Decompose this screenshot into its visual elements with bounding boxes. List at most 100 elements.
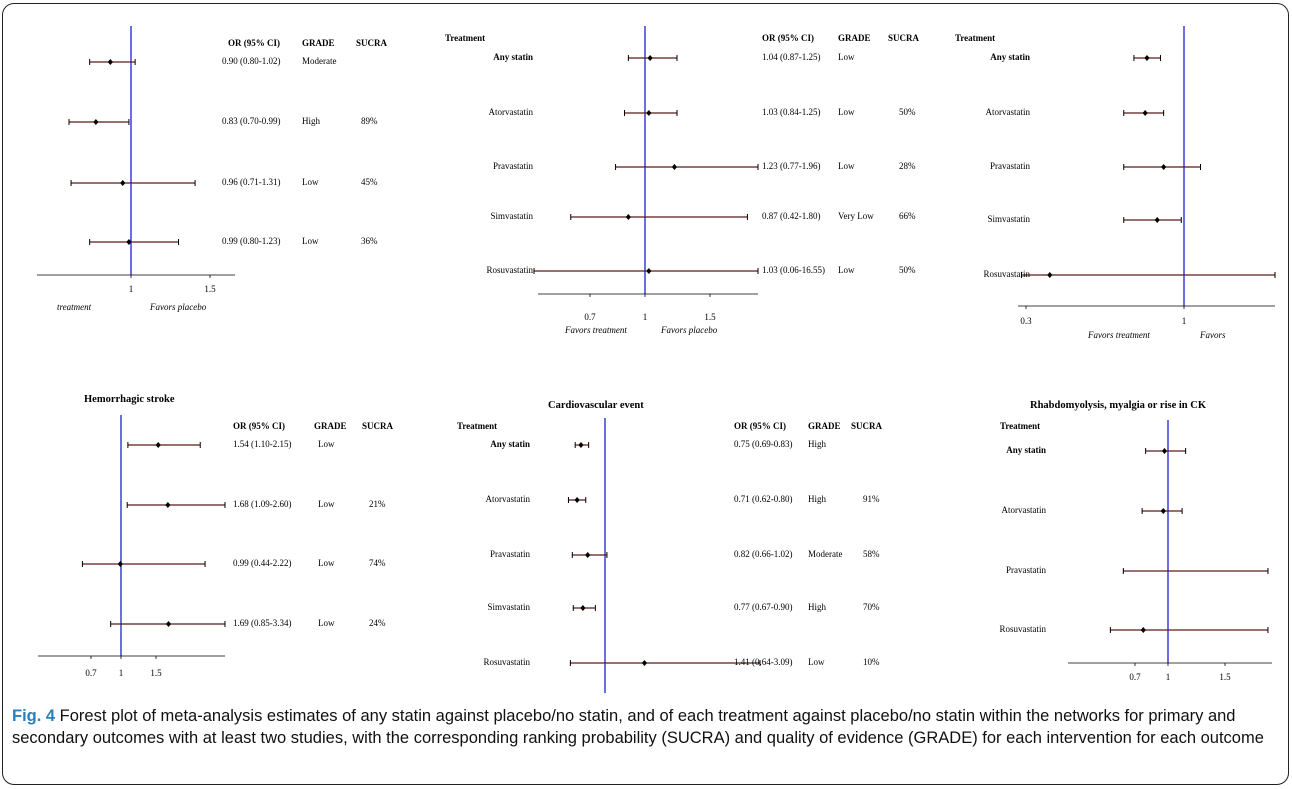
row-label: Rosuvastatin bbox=[486, 265, 534, 275]
x-tick-label: 0.7 bbox=[1129, 672, 1141, 682]
row-label: Any statin bbox=[990, 52, 1030, 62]
grade-text: High bbox=[302, 116, 320, 126]
or-ci-text: 0.96 (0.71-1.31) bbox=[222, 177, 281, 187]
row-label: Simvastatin bbox=[487, 602, 531, 612]
header-grade: GRADE bbox=[314, 421, 347, 431]
xlabel-left: treatment bbox=[57, 302, 92, 312]
or-ci-text: 0.87 (0.42-1.80) bbox=[762, 211, 821, 221]
panel-title: Cardiovascular event bbox=[548, 400, 644, 411]
row-label: Pravastatin bbox=[490, 549, 530, 559]
row-label: Rosuvastatin bbox=[483, 657, 531, 667]
or-ci-text: 0.83 (0.70-0.99) bbox=[222, 116, 281, 126]
point-estimate bbox=[1154, 217, 1160, 223]
point-estimate bbox=[625, 214, 631, 220]
x-tick-label: 1 bbox=[128, 284, 134, 294]
caption-label: Fig. 4 bbox=[12, 707, 56, 725]
sucra-text: 36% bbox=[361, 236, 378, 246]
header-treatment: Treatment bbox=[1000, 421, 1041, 431]
point-estimate bbox=[578, 442, 584, 448]
point-estimate bbox=[671, 164, 678, 170]
point-estimate bbox=[165, 502, 171, 508]
panel-title: Rhabdomyolysis, myalgia or rise in CK bbox=[1030, 400, 1206, 411]
or-ci-text: 0.75 (0.69-0.83) bbox=[734, 439, 793, 449]
row-label: Any statin bbox=[490, 439, 530, 449]
header-grade: GRADE bbox=[838, 33, 871, 43]
point-estimate bbox=[165, 621, 172, 627]
x-tick-label: 0.7 bbox=[584, 312, 596, 322]
or-ci-text: 1.23 (0.77-1.96) bbox=[762, 161, 821, 171]
header-treatment: Treatment bbox=[955, 33, 996, 43]
point-estimate bbox=[107, 59, 113, 65]
sucra-text: 45% bbox=[361, 177, 378, 187]
grade-text: Low bbox=[808, 657, 825, 667]
row-label: Pravastatin bbox=[493, 161, 533, 171]
grade-text: Low bbox=[838, 107, 855, 117]
sucra-text: 70% bbox=[863, 602, 880, 612]
point-estimate bbox=[1161, 448, 1168, 454]
row-label: Atorvastatin bbox=[488, 107, 534, 117]
or-ci-text: 1.04 (0.87-1.25) bbox=[762, 52, 821, 62]
grade-text: High bbox=[808, 494, 826, 504]
header-or: OR (95% CI) bbox=[762, 33, 814, 43]
header-or: OR (95% CI) bbox=[228, 38, 280, 48]
xlabel-right: Favors placebo bbox=[150, 302, 207, 312]
row-label: Atorvastatin bbox=[1001, 505, 1047, 515]
sucra-text: 89% bbox=[361, 116, 378, 126]
header-treatment: Treatment bbox=[445, 33, 486, 43]
grade-text: Low bbox=[838, 161, 855, 171]
x-tick-label: 1 bbox=[118, 668, 124, 678]
grade-text: High bbox=[808, 439, 826, 449]
x-tick-label: 1 bbox=[1181, 316, 1187, 326]
row-label: Simvastatin bbox=[490, 211, 534, 221]
sucra-text: 66% bbox=[899, 211, 916, 221]
x-tick-label: 0.3 bbox=[1020, 316, 1032, 326]
x-tick-label: 0.7 bbox=[85, 668, 97, 678]
row-label: Rosuvastatin bbox=[999, 624, 1047, 634]
or-ci-text: 1.41 (0.64-3.09) bbox=[734, 657, 793, 667]
header-treatment: Treatment bbox=[457, 421, 498, 431]
point-estimate bbox=[574, 497, 580, 503]
header-or: OR (95% CI) bbox=[233, 421, 285, 431]
point-estimate bbox=[1144, 55, 1150, 61]
grade-text: High bbox=[808, 602, 826, 612]
sucra-text: 74% bbox=[369, 558, 386, 568]
grade-text: Moderate bbox=[302, 56, 337, 66]
grade-text: Low bbox=[318, 499, 335, 509]
or-ci-text: 0.71 (0.62-0.80) bbox=[734, 494, 793, 504]
xlabel-right: Favors placebo bbox=[661, 325, 718, 335]
grade-text: Low bbox=[302, 236, 319, 246]
or-ci-text: 0.99 (0.80-1.23) bbox=[222, 236, 281, 246]
point-estimate bbox=[1161, 164, 1167, 170]
x-tick-label: 1.5 bbox=[704, 312, 716, 322]
sucra-text: 50% bbox=[899, 265, 916, 275]
point-estimate bbox=[1047, 272, 1053, 278]
sucra-text: 91% bbox=[863, 494, 880, 504]
point-estimate bbox=[1140, 627, 1146, 633]
sucra-text: 24% bbox=[369, 618, 386, 628]
sucra-text: 28% bbox=[899, 161, 916, 171]
grade-text: Low bbox=[318, 439, 335, 449]
or-ci-text: 1.03 (0.06-16.55) bbox=[762, 265, 825, 275]
header-or: OR (95% CI) bbox=[734, 421, 786, 431]
sucra-text: 50% bbox=[899, 107, 916, 117]
point-estimate bbox=[93, 119, 99, 125]
row-label: Atorvastatin bbox=[485, 494, 531, 504]
grade-text: Very Low bbox=[838, 211, 874, 221]
point-estimate bbox=[155, 442, 161, 448]
point-estimate bbox=[120, 180, 126, 186]
point-estimate bbox=[646, 268, 652, 274]
grade-text: Low bbox=[318, 558, 335, 568]
header-grade: GRADE bbox=[302, 38, 335, 48]
or-ci-text: 1.69 (0.85-3.34) bbox=[233, 618, 292, 628]
caption-text: Forest plot of meta-analysis estimates o… bbox=[12, 707, 1264, 747]
or-ci-text: 0.77 (0.67-0.90) bbox=[734, 602, 793, 612]
point-estimate bbox=[117, 561, 123, 567]
row-label: Any statin bbox=[493, 52, 533, 62]
or-ci-text: 1.54 (1.10-2.15) bbox=[233, 439, 292, 449]
header-sucra: SUCRA bbox=[888, 33, 920, 43]
sucra-text: 10% bbox=[863, 657, 880, 667]
point-estimate bbox=[646, 110, 652, 116]
point-estimate bbox=[580, 605, 586, 611]
grade-text: Low bbox=[838, 265, 855, 275]
grade-text: Low bbox=[318, 618, 335, 628]
